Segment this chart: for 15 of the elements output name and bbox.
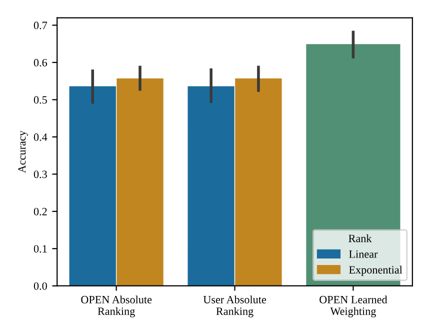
y-tick-label: 0.0 — [34, 282, 47, 290]
x-tick-label: OPEN Learned Weighting — [320, 296, 388, 318]
y-tick-label: 0.6 — [34, 58, 48, 66]
y-axis-title: Accuracy — [18, 130, 28, 173]
legend-label: Linear — [349, 250, 378, 258]
y-tick-label: 0.7 — [34, 22, 48, 30]
y-tick-label: 0.2 — [34, 208, 47, 216]
x-tick-label: OPEN Absolute Ranking — [81, 296, 152, 318]
legend-title: Rank — [348, 234, 372, 242]
y-tick-label: 0.1 — [34, 245, 47, 253]
y-tick-label: 0.4 — [34, 133, 48, 141]
x-tick-label: User Absolute Ranking — [203, 296, 266, 318]
y-tick-label: 0.5 — [34, 96, 47, 104]
y-tick-label: 0.3 — [34, 170, 47, 178]
legend-label: Exponential — [349, 266, 402, 276]
